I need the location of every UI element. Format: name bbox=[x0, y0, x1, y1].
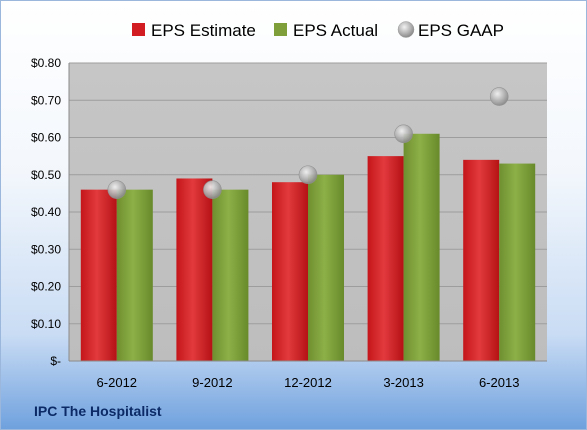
bar-eps-actual bbox=[403, 133, 440, 361]
bar-eps-estimate bbox=[272, 182, 308, 361]
x-tick-label: 6-2012 bbox=[97, 375, 137, 390]
y-tick-label: $0.60 bbox=[31, 131, 61, 145]
bar-eps-estimate bbox=[463, 159, 500, 361]
legend-label-eps-actual: EPS Actual bbox=[293, 21, 378, 40]
company-name: IPC The Hospitalist bbox=[34, 403, 162, 419]
y-tick-label: $0.40 bbox=[31, 205, 61, 219]
legend-marker-eps-gaap bbox=[397, 21, 415, 38]
gaap-points bbox=[107, 87, 509, 199]
point-eps-gaap bbox=[394, 124, 413, 144]
bar-eps-actual bbox=[212, 189, 249, 361]
x-tick-label: 9-2012 bbox=[192, 375, 232, 390]
x-axis: 6-2012 9-2012 12-2012 3-2013 6-2013 bbox=[69, 360, 547, 390]
x-tick-label: 3-2013 bbox=[383, 375, 423, 390]
point-eps-gaap bbox=[107, 180, 127, 199]
y-axis: $- $0.10 $0.20 $0.30 $0.40 $0.50 $0.60 $0.70 $0.… bbox=[31, 56, 70, 368]
y-tick-label: $0.30 bbox=[31, 242, 61, 256]
legend: EPS Estimate EPS Actual EPS GAAP bbox=[132, 21, 504, 40]
legend-swatch-eps-actual bbox=[274, 23, 287, 36]
bar-eps-estimate bbox=[367, 156, 404, 361]
bar-eps-actual bbox=[499, 163, 536, 361]
x-tick-label: 6-2013 bbox=[479, 375, 519, 390]
x-tick-label: 12-2012 bbox=[284, 375, 332, 390]
bars bbox=[80, 133, 536, 361]
y-tick-label: $- bbox=[50, 354, 61, 368]
bar-eps-actual bbox=[308, 174, 344, 361]
legend-swatch-eps-estimate bbox=[132, 23, 145, 36]
bar-eps-estimate bbox=[80, 189, 117, 361]
legend-label-eps-gaap: EPS GAAP bbox=[418, 21, 504, 40]
y-tick-label: $0.10 bbox=[31, 317, 61, 331]
point-eps-gaap bbox=[489, 87, 509, 106]
y-tick-label: $0.20 bbox=[31, 280, 61, 294]
bar-eps-actual bbox=[116, 189, 153, 361]
bar-eps-estimate bbox=[176, 178, 213, 361]
point-eps-gaap bbox=[298, 165, 318, 185]
y-tick-label: $0.50 bbox=[31, 168, 61, 182]
point-eps-gaap bbox=[203, 180, 222, 199]
y-tick-label: $0.80 bbox=[31, 56, 61, 70]
legend-label-eps-estimate: EPS Estimate bbox=[151, 21, 256, 40]
y-tick-label: $0.70 bbox=[31, 93, 61, 107]
